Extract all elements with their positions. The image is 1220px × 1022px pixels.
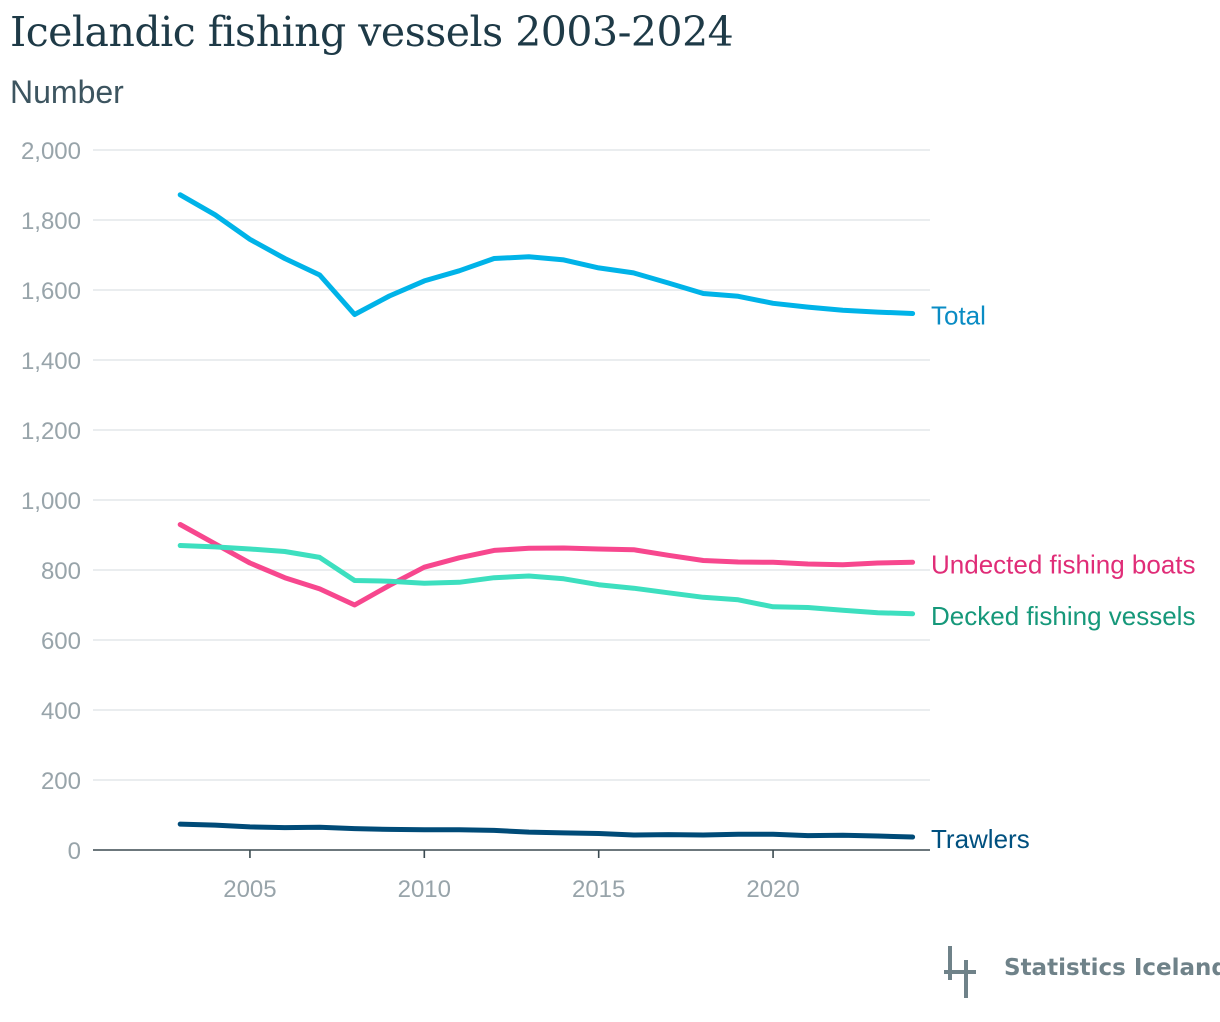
series-line-total (177, 192, 916, 317)
x-axis (93, 849, 930, 858)
chart-title: Icelandic fishing vessels 2003-2024 (10, 8, 734, 56)
x-tick-label: 2020 (746, 876, 799, 903)
series-lines (177, 192, 916, 840)
y-tick-label: 400 (41, 698, 81, 725)
y-tick-labels: 0 200 400 600 800 1,000 1,200 1,400 1,600 1,800 2,… (21, 138, 81, 865)
series-line-undected-fishing-boats (177, 522, 916, 608)
y-tick-label: 1,400 (21, 348, 81, 375)
logo-text: Statistics Iceland (1004, 955, 1220, 981)
y-tick-label: 600 (41, 628, 81, 655)
y-tick-label: 2,000 (21, 138, 81, 165)
y-tick-label: 1,000 (21, 488, 81, 515)
y-tick-label: 1,200 (21, 418, 81, 445)
series-line-trawlers (177, 821, 916, 840)
x-tick-label: 2010 (398, 876, 451, 903)
y-tick-label: 1,800 (21, 208, 81, 235)
series-label: Undected fishing boats (931, 549, 1196, 579)
chart-subtitle: Number (10, 74, 124, 110)
series-labels: Total Undected fishing boats Decked fishin… (931, 300, 1196, 854)
x-tick-label: 2015 (572, 876, 625, 903)
y-tick-label: 800 (41, 558, 81, 585)
statistics-iceland-logo-icon (944, 946, 976, 998)
x-tick-labels: 2005 2010 2015 2020 (223, 876, 800, 903)
y-tick-label: 1,600 (21, 278, 81, 305)
y-tick-label: 200 (41, 768, 81, 795)
series-line-decked-fishing-vessels (177, 543, 916, 617)
series-label: Trawlers (931, 824, 1030, 854)
y-tick-label: 0 (68, 838, 81, 865)
series-label: Decked fishing vessels (931, 601, 1195, 631)
x-tick-label: 2005 (223, 876, 276, 903)
series-label: Total (931, 300, 986, 330)
gridlines (93, 149, 930, 781)
